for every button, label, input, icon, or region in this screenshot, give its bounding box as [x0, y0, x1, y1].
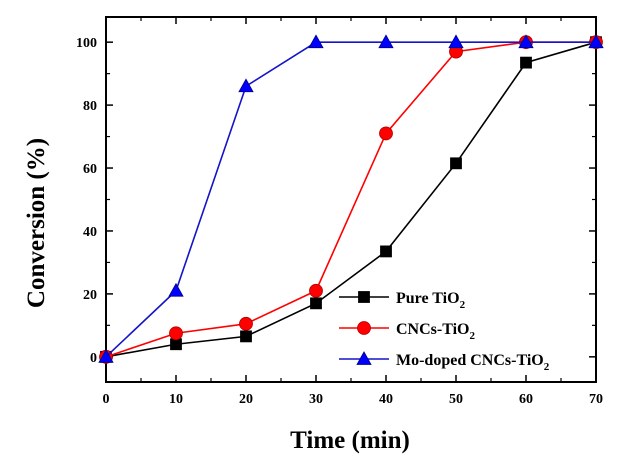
x-tick-label: 20 — [239, 392, 253, 407]
y-tick-label: 20 — [83, 288, 97, 303]
y-axis-title: Conversion (%) — [23, 138, 50, 308]
legend-entry-1: Pure TiO2 — [339, 290, 466, 311]
series-line — [105, 41, 596, 358]
data-point — [380, 245, 392, 258]
x-axis-title: Time (min) — [290, 427, 410, 454]
data-point — [308, 34, 324, 49]
legend-marker — [357, 321, 371, 335]
data-point — [98, 349, 114, 363]
series-3 — [98, 34, 604, 363]
data-point — [168, 282, 184, 297]
data-point — [240, 330, 252, 343]
data-point — [378, 34, 394, 49]
series-line — [105, 41, 596, 358]
x-tick-label: 50 — [449, 392, 463, 407]
data-point — [309, 283, 323, 298]
y-tick-label: 0 — [90, 351, 97, 366]
data-point — [239, 316, 253, 331]
data-point — [588, 34, 604, 49]
data-point — [170, 338, 182, 351]
y-tick-label: 40 — [83, 225, 97, 240]
legend-label: CNCs-TiO2 — [396, 321, 476, 342]
legend-marker — [358, 291, 370, 303]
legend: Pure TiO2 CNCs-TiO2 Mo-doped CNCs-TiO2 — [339, 290, 550, 373]
data-point — [310, 297, 322, 310]
data-point — [448, 34, 464, 49]
series-layer — [98, 34, 604, 364]
series-line — [105, 41, 597, 358]
x-tick-label: 10 — [169, 392, 183, 407]
y-tick-label: 80 — [83, 99, 97, 114]
legend-entry-2: CNCs-TiO2 — [339, 321, 476, 342]
legend-label: Pure TiO2 — [396, 290, 466, 311]
data-point — [520, 56, 532, 69]
legend-entry-3: Mo-doped CNCs-TiO2 — [339, 351, 550, 373]
data-point — [238, 78, 254, 93]
x-tick-label: 0 — [103, 392, 110, 407]
x-tick-label: 60 — [519, 392, 533, 407]
series-1 — [100, 36, 602, 363]
x-tick-label: 70 — [589, 392, 603, 407]
axis-ticks: 0 10 20 30 40 50 60 70 0 20 40 60 80 100 — [76, 17, 603, 407]
y-tick-label: 60 — [83, 162, 97, 177]
data-point — [518, 34, 534, 49]
x-tick-label: 40 — [379, 392, 393, 407]
legend-label: Mo-doped CNCs-TiO2 — [396, 352, 550, 373]
series-2 — [99, 35, 603, 364]
y-tick-label: 100 — [76, 36, 97, 51]
data-point — [450, 157, 462, 170]
x-tick-label: 30 — [309, 392, 323, 407]
legend-marker — [356, 351, 372, 365]
data-point — [169, 326, 183, 341]
data-point — [379, 126, 393, 141]
